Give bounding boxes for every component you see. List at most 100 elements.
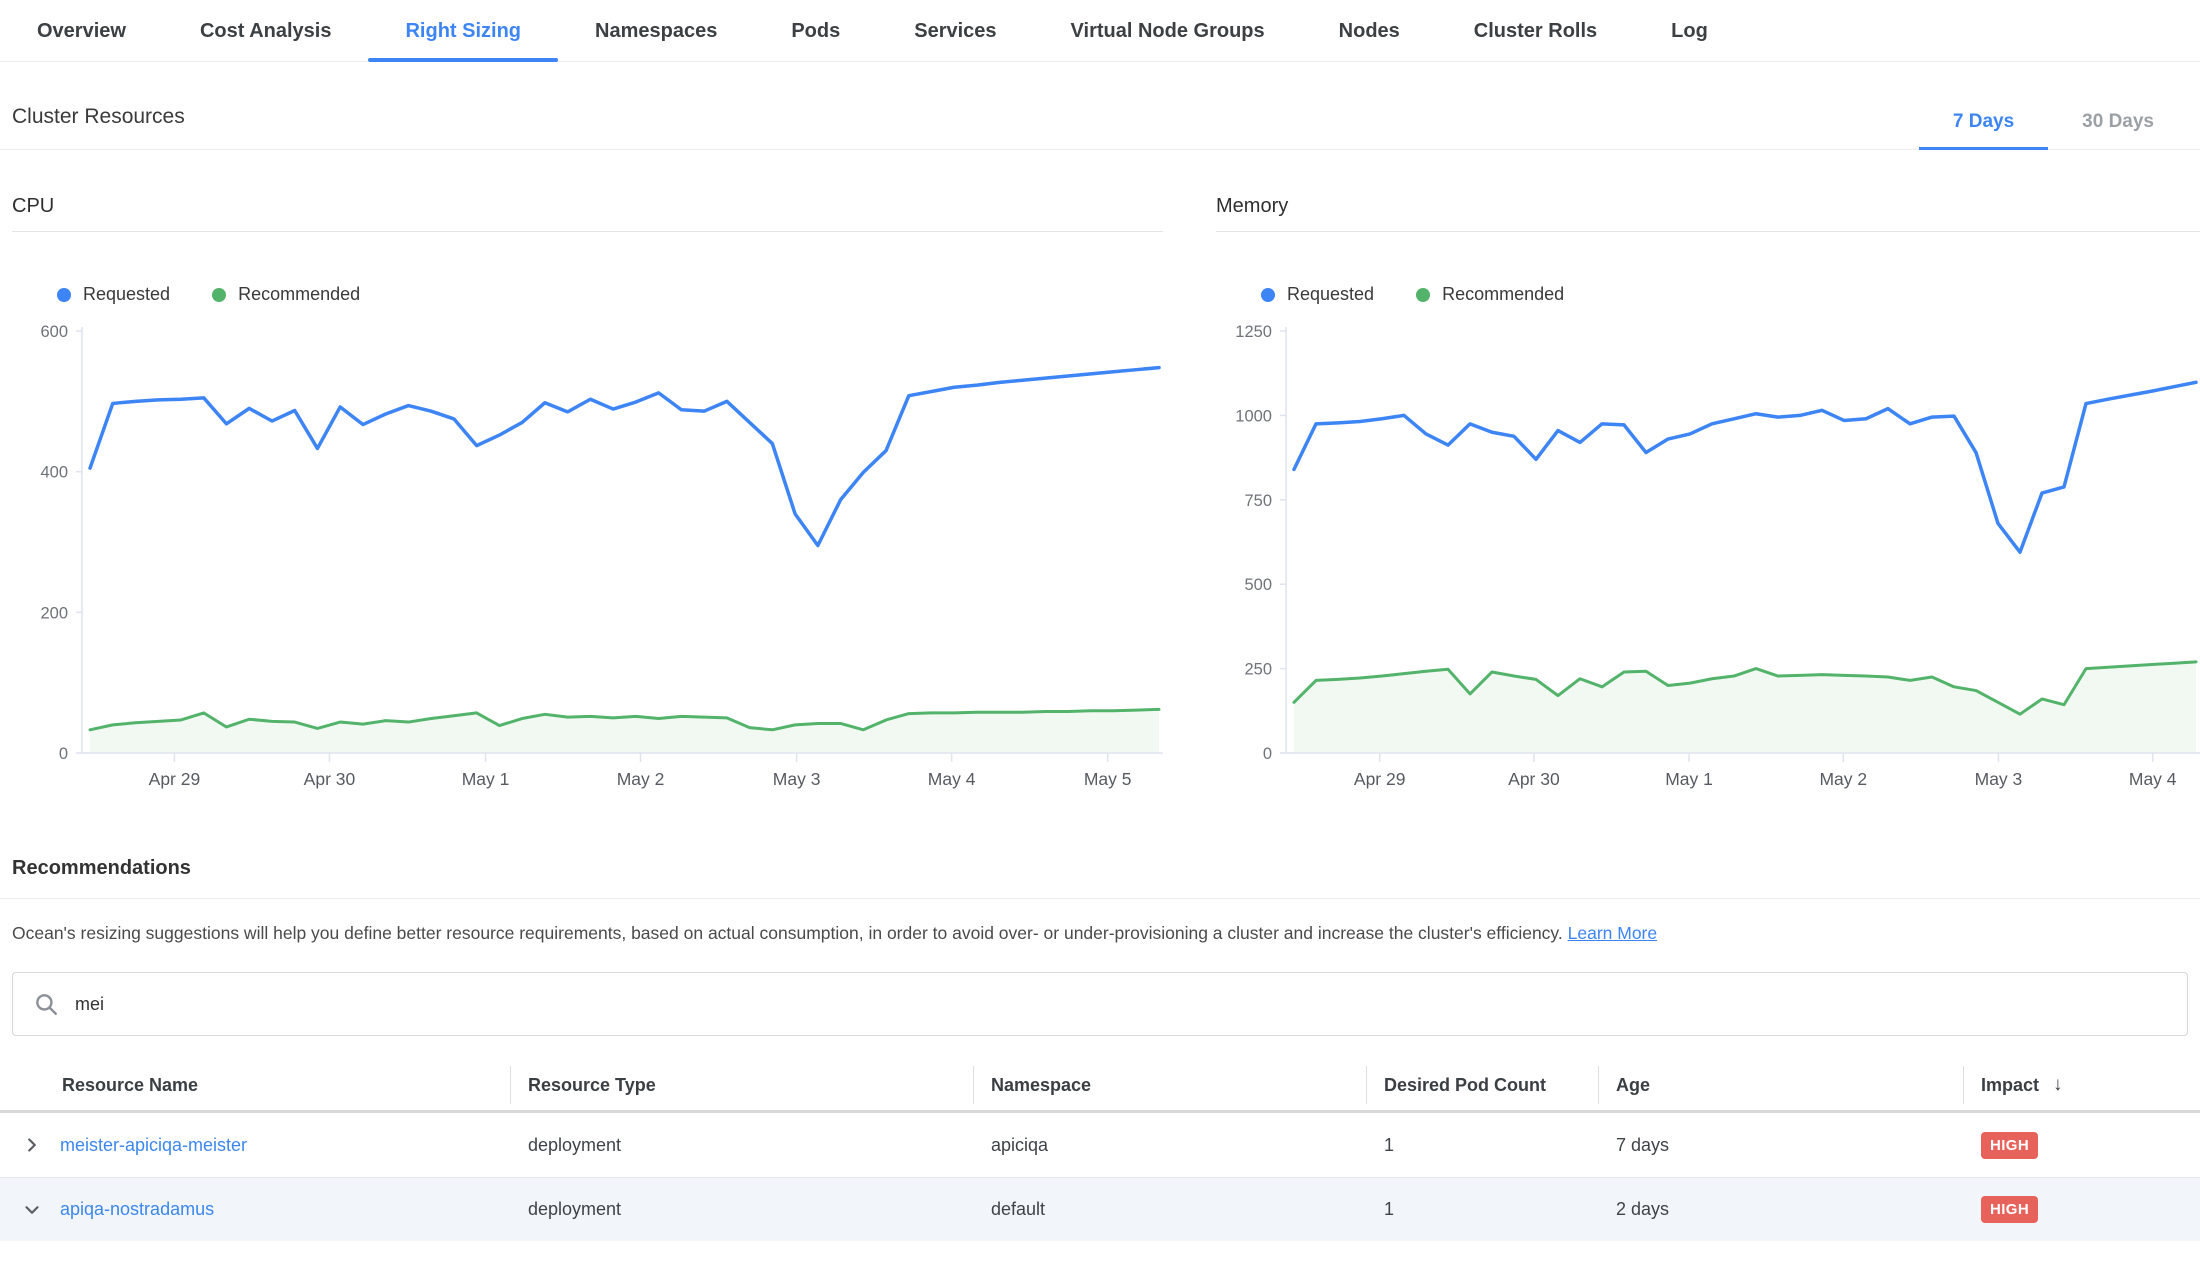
column-header-resource-name[interactable]: Resource Name [0, 1060, 510, 1110]
svg-text:400: 400 [40, 464, 68, 482]
tab-namespaces[interactable]: Namespaces [558, 0, 754, 62]
cpu-chart-title: CPU [12, 195, 1163, 232]
tab-services[interactable]: Services [877, 0, 1033, 62]
resource-name-link[interactable]: apiqa-nostradamus [60, 1199, 214, 1220]
search-icon [33, 991, 59, 1017]
svg-text:600: 600 [40, 323, 68, 341]
svg-text:0: 0 [59, 745, 68, 763]
impact-cell: HIGH [1963, 1132, 2200, 1159]
legend-item-recommended: Recommended [212, 284, 360, 305]
cpu-chart-panel: CPU Requested Recommended 0 200 400 600 Apr 2… [12, 195, 1163, 797]
resource-name-link[interactable]: meister-apiciqa-meister [60, 1135, 247, 1156]
requested-legend-dot-icon [1261, 288, 1275, 302]
recommendations-table: Resource NameResource TypeNamespaceDesir… [0, 1060, 2200, 1241]
age-cell: 7 days [1598, 1135, 1963, 1156]
recommendations-title: Recommendations [12, 857, 2188, 880]
desired-pod-count-cell: 1 [1366, 1135, 1598, 1156]
memory-chart-canvas: 0 250 500 750 1000 1250 Apr 29 Apr 30 May 1 May 2… [1216, 319, 2200, 797]
desired-pod-count-cell: 1 [1366, 1199, 1598, 1220]
resource-name-cell: apiqa-nostradamus [0, 1198, 510, 1222]
svg-text:May 2: May 2 [617, 769, 665, 789]
svg-text:200: 200 [40, 604, 68, 622]
tab-log[interactable]: Log [1634, 0, 1745, 62]
svg-text:1000: 1000 [1235, 407, 1272, 425]
charts-section: CPU Requested Recommended 0 200 400 600 Apr 2… [0, 195, 2200, 797]
row-expand-toggle[interactable] [20, 1133, 44, 1157]
search-input[interactable] [75, 994, 2014, 1015]
impact-cell: HIGH [1963, 1196, 2200, 1223]
time-range-tabs: 7 Days30 Days [1919, 111, 2188, 149]
recommended-legend-dot-icon [212, 288, 226, 302]
tab-cost-analysis[interactable]: Cost Analysis [163, 0, 369, 62]
legend-label-requested: Requested [83, 284, 170, 305]
svg-text:May 1: May 1 [462, 769, 510, 789]
legend-label-requested: Requested [1287, 284, 1374, 305]
recommendations-description: Ocean's resizing suggestions will help y… [12, 921, 2188, 946]
svg-text:0: 0 [1263, 745, 1272, 763]
cluster-resources-header: Cluster Resources 7 Days30 Days [0, 62, 2200, 150]
memory-chart: 0 250 500 750 1000 1250 Apr 29 Apr 30 May 1 May 2… [1216, 319, 2200, 797]
svg-text:1250: 1250 [1235, 323, 1272, 341]
column-header-resource-type[interactable]: Resource Type [510, 1060, 973, 1110]
namespace-cell: default [973, 1199, 1366, 1220]
resource-search[interactable] [12, 972, 2188, 1036]
table-row[interactable]: apiqa-nostradamus deploymentdefault12 day… [0, 1177, 2200, 1241]
svg-text:750: 750 [1244, 492, 1272, 510]
namespace-cell: apiciqa [973, 1135, 1366, 1156]
recommendations-description-text: Ocean's resizing suggestions will help y… [12, 923, 1563, 943]
row-expand-toggle[interactable] [20, 1198, 44, 1222]
svg-text:Apr 29: Apr 29 [1354, 769, 1406, 789]
tab-pods[interactable]: Pods [754, 0, 877, 62]
range-tab-30-days[interactable]: 30 Days [2048, 111, 2188, 149]
tab-overview[interactable]: Overview [0, 0, 163, 62]
chevron-down-icon [21, 1199, 43, 1221]
svg-text:May 3: May 3 [1975, 769, 2023, 789]
impact-badge: HIGH [1981, 1132, 2038, 1159]
svg-text:250: 250 [1244, 661, 1272, 679]
column-header-age[interactable]: Age [1598, 1060, 1963, 1110]
tab-cluster-rolls[interactable]: Cluster Rolls [1437, 0, 1634, 62]
cpu-chart-legend: Requested Recommended [57, 284, 1163, 305]
memory-chart-panel: Memory Requested Recommended 0 250 500 750 10… [1216, 195, 2200, 797]
column-header-impact[interactable]: Impact↓ [1963, 1060, 2200, 1110]
resource-type-cell: deployment [510, 1135, 973, 1156]
resource-type-cell: deployment [510, 1199, 973, 1220]
main-tab-bar: OverviewCost AnalysisRight SizingNamespa… [0, 0, 2200, 62]
column-header-desired-pod-count[interactable]: Desired Pod Count [1366, 1060, 1598, 1110]
table-header-row: Resource NameResource TypeNamespaceDesir… [0, 1060, 2200, 1113]
svg-text:May 4: May 4 [928, 769, 976, 789]
svg-text:May 5: May 5 [1084, 769, 1132, 789]
memory-chart-legend: Requested Recommended [1261, 284, 2200, 305]
recommended-legend-dot-icon [1416, 288, 1430, 302]
cpu-chart: 0 200 400 600 Apr 29 Apr 30 May 1 May 2 May 3 May… [12, 319, 1163, 797]
svg-text:Apr 30: Apr 30 [304, 769, 356, 789]
svg-text:May 4: May 4 [2129, 769, 2177, 789]
tab-right-sizing[interactable]: Right Sizing [368, 0, 558, 62]
svg-text:May 1: May 1 [1665, 769, 1713, 789]
svg-text:May 2: May 2 [1819, 769, 1867, 789]
svg-text:May 3: May 3 [773, 769, 821, 789]
age-cell: 2 days [1598, 1199, 1963, 1220]
column-header-namespace[interactable]: Namespace [973, 1060, 1366, 1110]
tab-nodes[interactable]: Nodes [1302, 0, 1437, 62]
sort-arrow-down-icon[interactable]: ↓ [2053, 1074, 2063, 1096]
requested-legend-dot-icon [57, 288, 71, 302]
svg-text:Apr 29: Apr 29 [149, 769, 201, 789]
impact-badge: HIGH [1981, 1196, 2038, 1223]
legend-label-recommended: Recommended [1442, 284, 1564, 305]
svg-text:Apr 30: Apr 30 [1508, 769, 1560, 789]
learn-more-link[interactable]: Learn More [1568, 923, 1658, 943]
legend-item-requested: Requested [1261, 284, 1374, 305]
cluster-resources-title: Cluster Resources [12, 105, 185, 149]
svg-text:500: 500 [1244, 576, 1272, 594]
memory-chart-title: Memory [1216, 195, 2200, 232]
legend-label-recommended: Recommended [238, 284, 360, 305]
resource-name-cell: meister-apiciqa-meister [0, 1133, 510, 1157]
range-tab-7-days[interactable]: 7 Days [1919, 111, 2048, 149]
tab-virtual-node-groups[interactable]: Virtual Node Groups [1034, 0, 1302, 62]
legend-item-requested: Requested [57, 284, 170, 305]
legend-item-recommended: Recommended [1416, 284, 1564, 305]
recommendations-header: Recommendations [0, 857, 2200, 899]
table-row[interactable]: meister-apiciqa-meister deploymentapiciqa… [0, 1113, 2200, 1177]
cpu-chart-canvas: 0 200 400 600 Apr 29 Apr 30 May 1 May 2 May 3 May… [12, 319, 1163, 797]
